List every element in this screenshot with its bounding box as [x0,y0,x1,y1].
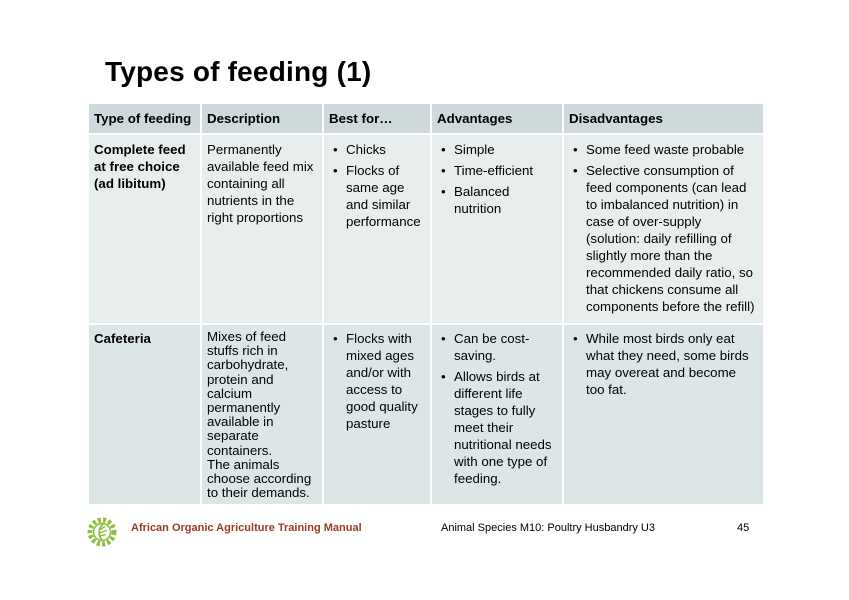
cell-advantages: Can be cost-saving. Allows birds at diff… [430,322,564,507]
cell-disadvantages: Some feed waste probable Selective consu… [562,133,765,325]
list-item: Can be cost-saving. [437,330,557,364]
header-disadvantages: Disadvantages [562,102,765,135]
cell-advantages: Simple Time-efficient Balanced nutrition [430,133,564,325]
list-item: Balanced nutrition [437,183,557,217]
cell-best-for: Chicks Flocks of same age and similar pe… [322,133,432,325]
list-item: Time-efficient [437,162,557,179]
list-item: Some feed waste probable [569,141,758,158]
list-item: Flocks with mixed ages and/or with acces… [329,330,425,432]
feeding-types-table: Type of feeding Description Best for… Ad… [87,102,765,507]
list-item: Flocks of same age and similar performan… [329,162,425,230]
table-row: Complete feed at free choice (ad libitum… [87,133,765,325]
description-text: Mixes of feed stuffs rich in carbohydrat… [207,329,289,458]
header-advantages: Advantages [430,102,564,135]
list-item: Selective consumption of feed components… [569,162,758,315]
page-number: 45 [737,522,750,534]
cell-best-for: Flocks with mixed ages and/or with acces… [322,322,432,507]
slide-title: Types of feeding (1) [105,56,372,87]
cell-disadvantages: While most birds only eat what they need… [562,322,765,507]
table-header-row: Type of feeding Description Best for… Ad… [87,102,765,135]
cell-type: Complete feed at free choice (ad libitum… [87,133,202,325]
header-description: Description [200,102,324,135]
list-item: Simple [437,141,557,158]
footer-module: Animal Species M10: Poultry Husbandry U3 [441,522,655,534]
list-item: Allows birds at different life stages to… [437,368,557,487]
list-item: Chicks [329,141,425,158]
cell-description: Mixes of feed stuffs rich in carbohydrat… [200,322,324,507]
cell-type: Cafeteria [87,322,202,507]
description-text-2: The animals choose according to their de… [207,456,312,501]
table-row: Cafeteria Mixes of feed stuffs rich in c… [87,322,765,507]
header-best-for: Best for… [322,102,432,135]
list-item: While most birds only eat what they need… [569,330,758,398]
cell-description: Permanently available feed mix containin… [200,133,324,325]
header-type-of-feeding: Type of feeding [87,102,202,135]
sun-leaf-logo-icon [84,514,120,550]
footer-manual-title: African Organic Agriculture Training Man… [131,522,362,534]
